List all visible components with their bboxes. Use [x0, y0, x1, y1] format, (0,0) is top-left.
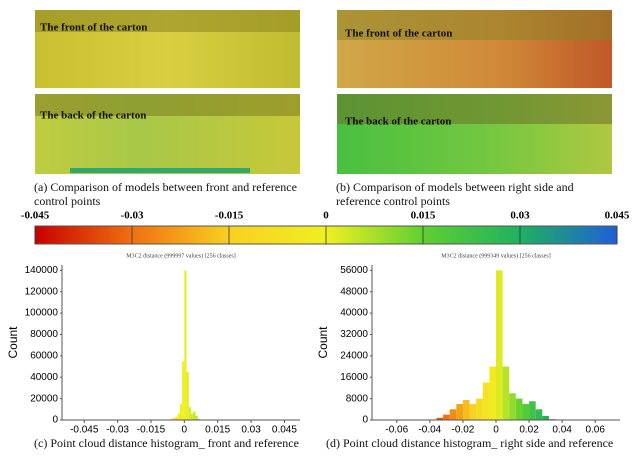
- histogram-bar: [436, 417, 444, 420]
- caption: (a) Comparison of models between front a…: [34, 180, 297, 208]
- y-tick-label: 140000: [25, 265, 59, 276]
- image-label: The back of the carton: [40, 110, 146, 122]
- histogram-bar: [182, 361, 185, 420]
- histogram-bar: [529, 401, 536, 420]
- x-tick-label: -0.02: [452, 425, 475, 436]
- carton-top: [35, 94, 300, 116]
- y-tick-label: 60000: [30, 351, 58, 362]
- y-tick-label: 8000: [346, 393, 369, 404]
- y-tick-label: 48000: [340, 286, 368, 297]
- colorbar-tick-label: -0.045: [21, 210, 50, 222]
- histogram-bar: [188, 407, 192, 420]
- x-tick-label: 0.06: [585, 425, 605, 436]
- y-tick-label: 100000: [25, 308, 59, 319]
- colorbar-tick-label: 0.015: [411, 210, 436, 222]
- colorbar-tick-label: -0.015: [215, 210, 244, 222]
- y-tick-label: 0: [362, 415, 368, 426]
- histogram-bar: [542, 415, 549, 420]
- y-axis-label: Count: [6, 326, 20, 359]
- histogram-bar: [184, 270, 187, 420]
- histogram-bar: [496, 270, 503, 420]
- x-tick-label: 0: [182, 425, 188, 436]
- image-label: The front of the carton: [40, 22, 147, 34]
- histogram-bar: [170, 418, 174, 420]
- image-label: The front of the carton: [345, 28, 452, 40]
- histogram-bar: [476, 398, 483, 420]
- histogram-bar: [179, 403, 183, 420]
- carton-top: [337, 10, 612, 40]
- y-tick-label: 24000: [340, 351, 368, 362]
- histogram-bar: [443, 414, 450, 420]
- x-tick-label: 0: [493, 425, 499, 436]
- histogram-bar: [502, 366, 510, 420]
- histogram-bar: [462, 399, 470, 420]
- x-tick-label: -0.03: [106, 425, 129, 436]
- histogram-bar: [177, 413, 180, 420]
- chart-title: M3C2 distance (999349 values) [256 class…: [441, 252, 550, 259]
- x-tick-label: 0.03: [241, 425, 261, 436]
- x-tick-label: -0.045: [70, 425, 99, 436]
- histogram-bar: [197, 418, 200, 420]
- x-tick-label: 0.04: [552, 425, 572, 436]
- x-tick-label: -0.015: [137, 425, 166, 436]
- colorbar-tick-label: 0.03: [510, 210, 530, 222]
- carton-top: [337, 94, 612, 124]
- histogram-bar: [489, 366, 496, 420]
- carton-images: The front of the carton The back of the …: [35, 10, 612, 174]
- x-tick-label: -0.06: [385, 425, 408, 436]
- x-tick-label: 0.045: [272, 425, 297, 436]
- y-tick-label: 32000: [340, 329, 368, 340]
- caption: (b) Comparison of models between right s…: [336, 180, 574, 208]
- y-axis-label: Count: [316, 326, 330, 359]
- histogram-bar: [175, 416, 178, 420]
- y-tick-label: 20000: [30, 393, 58, 404]
- histogram-bar: [482, 382, 490, 420]
- x-tick-label: -0.04: [418, 425, 441, 436]
- histogram-bar: [509, 393, 516, 420]
- colorbar-tick-label: 0.045: [605, 210, 630, 222]
- y-tick-label: 40000: [340, 308, 368, 319]
- x-tick-label: 0.02: [519, 425, 539, 436]
- histogram-bar: [456, 403, 463, 420]
- y-tick-label: 80000: [30, 329, 58, 340]
- histogram-bar: [522, 403, 530, 420]
- y-tick-label: 40000: [30, 372, 58, 383]
- y-tick-label: 56000: [340, 265, 368, 276]
- y-tick-label: 16000: [340, 372, 368, 383]
- histogram-bar: [186, 371, 189, 420]
- x-tick-label: 0.015: [205, 425, 230, 436]
- histogram-bar: [449, 409, 457, 420]
- histogram-bar: [535, 409, 543, 420]
- chart-title: M3C2 distance (999997 values) [256 class…: [126, 252, 235, 259]
- histogram-bar: [515, 398, 523, 420]
- histogram-bar: [469, 403, 477, 420]
- histogram-bar: [193, 411, 196, 420]
- histogram-bar: [173, 417, 176, 420]
- histogram-bar: [191, 413, 194, 420]
- y-tick-label: 0: [52, 415, 58, 426]
- y-tick-label: 120000: [25, 286, 59, 297]
- colorbar-tick-label: -0.03: [121, 210, 144, 222]
- carton-top: [35, 10, 300, 32]
- caption: (c) Point cloud distance histogram_ fron…: [34, 436, 299, 450]
- carton-edge: [70, 168, 250, 173]
- caption: (d) Point cloud distance histogram_ righ…: [326, 436, 614, 450]
- histogram-bar: [195, 415, 198, 420]
- image-label: The back of the carton: [345, 116, 451, 128]
- colorbar-tick-label: 0: [323, 210, 329, 222]
